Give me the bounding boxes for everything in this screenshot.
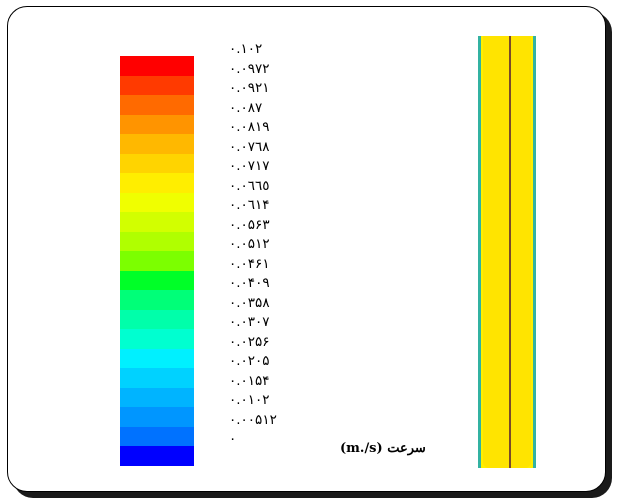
scale-tick-label: ٠.٠۴٠٩ [229,275,270,291]
color-swatch [120,446,194,466]
scale-tick-label: ٠.٠٩٧٢ [229,60,270,77]
color-swatch [120,56,194,76]
scale-tick-label: ٠.٠٩٢١ [229,80,270,96]
color-swatch [120,95,194,115]
color-swatch [120,251,194,271]
unit-label: سرعت (m./s) [340,441,426,456]
color-swatch [120,114,194,134]
color-swatch [120,173,194,193]
velocity-contour-pipe [478,36,536,468]
scale-tick-label: ٠.٠٦١۴ [229,197,270,213]
scale-tick-label: ٠.٠۵١٢ [229,236,270,252]
contour-band [483,36,531,468]
scale-tick-label: ٠.٠٢۵۶ [229,333,270,350]
color-swatch [120,329,194,349]
scale-tick-label: ٠.٠٧٦٨ [229,138,270,155]
scale-tick-label: ٠.٠٨١٩ [229,119,270,135]
color-swatch [120,270,194,290]
color-swatch [120,309,194,329]
pipe-centerline [509,36,511,468]
scale-tick-label: ٠.٠١٠٢ [229,392,270,408]
color-swatch [120,368,194,388]
scale-tick-label: ٠.٠١۵۴ [229,372,270,389]
color-swatch [120,290,194,310]
color-swatch [120,426,194,446]
scale-tick-label: ٠.٠٣٠٧ [229,314,270,330]
color-swatch [120,348,194,368]
scale-tick-label: ٠.١٠٢ [229,41,263,57]
scale-tick-label: ٠.٠۵۶٣ [229,216,270,233]
scale-tick-label: ٠.٠٢٠۵ [229,353,270,369]
scale-tick-label: ٠.٠٨٧ [229,99,263,116]
color-swatch [120,134,194,154]
scale-tick-label: ٠ [229,431,237,447]
color-swatch [120,75,194,95]
scale-tick-label: ٠.٠٣۵٨ [229,294,270,311]
color-swatch [120,212,194,232]
color-swatch [120,387,194,407]
color-swatch [120,153,194,173]
scale-tick-label: ٠.٠۴۶١ [229,255,270,272]
scale-tick-label: ٠.٠٦٦٥ [229,177,270,194]
color-swatch [120,192,194,212]
color-swatch [120,231,194,251]
scale-tick-label: ٠.٠٠۵١٢ [229,411,277,428]
scale-tick-label: ٠.٠٧١٧ [229,158,270,174]
color-scale-bar [120,56,194,466]
color-swatch [120,407,194,427]
